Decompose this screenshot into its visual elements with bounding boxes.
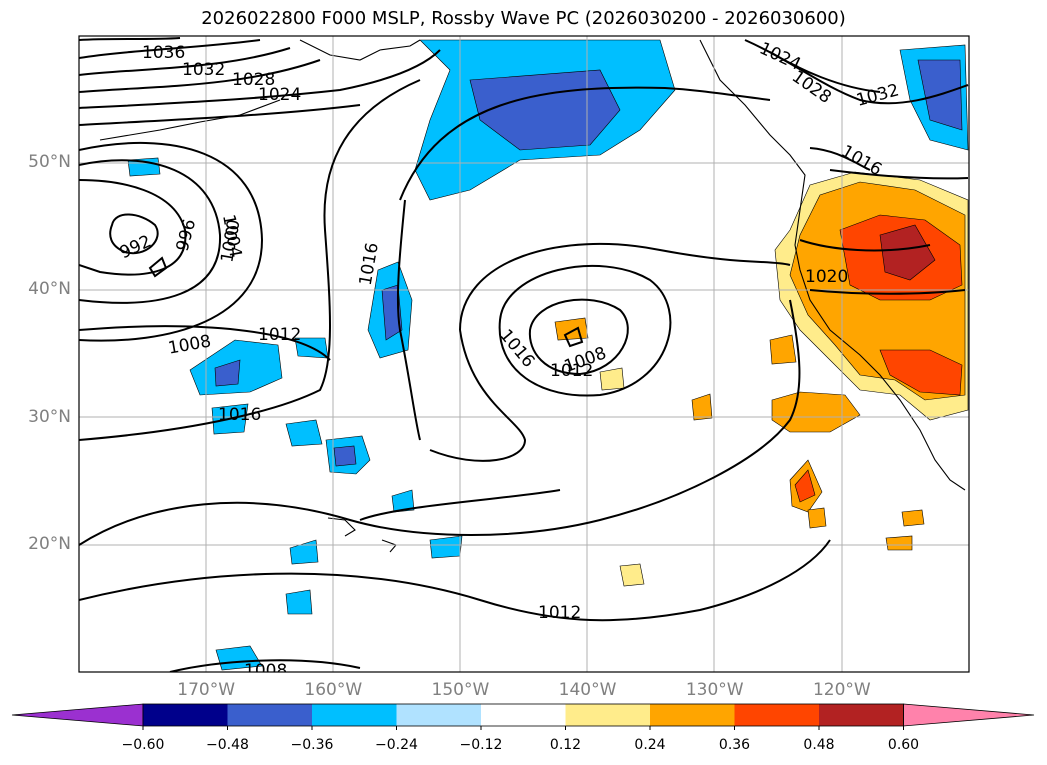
colorbar-segment [312, 704, 397, 726]
colorbar-tick-label: −0.12 [459, 737, 503, 753]
contour-label: 1032 [182, 60, 225, 80]
coastlines [99, 39, 966, 553]
contour-label: 1028 [232, 70, 275, 90]
lon-label: 130°W [685, 680, 744, 700]
contour-label: 1012 [258, 325, 301, 345]
contour-label: 1024 [258, 85, 301, 105]
colorbar-segment [650, 704, 735, 726]
lat-label: 30°N [28, 406, 71, 427]
isobars [79, 37, 969, 672]
contour-label: 1008 [244, 661, 287, 681]
colorbar-tick-label: 0.24 [634, 737, 666, 753]
colorbar-tick-label: 0.48 [803, 737, 835, 753]
colorbar-tick-label: 0.36 [718, 737, 751, 753]
colorbar-extend-high [903, 703, 1035, 727]
colorbar-segment [565, 704, 650, 726]
contour-label: 1012 [538, 603, 581, 623]
lon-label: 140°W [558, 680, 617, 700]
contour-label: 1016 [218, 405, 261, 425]
contour-label: 1012 [550, 361, 593, 381]
colorbar-segment [819, 704, 904, 726]
colorbar-tick-label: 0.12 [549, 737, 582, 753]
contour-label: 1020 [805, 267, 848, 287]
lat-label: 40°N [28, 279, 71, 300]
lon-label: 170°W [177, 680, 236, 700]
colorbar-segment [734, 704, 819, 726]
colorbar-segment [143, 704, 228, 726]
negative-anomaly-fills [127, 39, 969, 671]
colorbar-segment [396, 704, 481, 726]
colorbar-tick-label: 0.60 [887, 737, 920, 753]
positive-anomaly-fills [554, 171, 969, 587]
contour-labels: 1036 1032 1028 1024 992 996 1000 1004 10… [117, 38, 901, 681]
lon-label: 150°W [431, 680, 490, 700]
plot-frame [78, 35, 970, 673]
lat-label: 20°N [28, 533, 71, 554]
colorbar-segment [481, 704, 566, 726]
colorbar-segment [227, 704, 312, 726]
colorbar-tick-label: −0.48 [206, 737, 249, 753]
lon-label: 160°W [304, 680, 363, 700]
colorbar-extend-low [11, 703, 144, 727]
colorbar [11, 703, 1035, 730]
lat-label: 50°N [28, 152, 71, 173]
map-title: 2026022800 F000 MSLP, Rossby Wave PC (20… [201, 8, 846, 29]
colorbar-tick-label: −0.24 [375, 737, 418, 753]
contour-label: 1036 [142, 43, 185, 63]
colorbar-outline [142, 703, 904, 727]
colorbar-tick-label: −0.60 [121, 737, 165, 753]
colorbar-tick-label: −0.36 [290, 737, 334, 753]
lon-label: 120°W [812, 680, 871, 700]
